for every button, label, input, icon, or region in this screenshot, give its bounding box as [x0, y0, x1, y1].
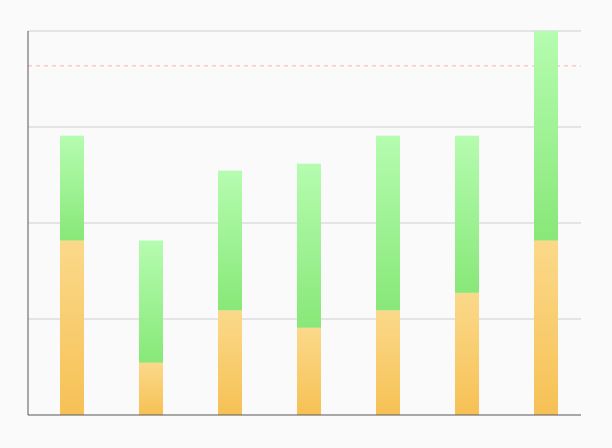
- bar-series2-cat3: [218, 170, 242, 311]
- bar-series2-cat2: [139, 240, 163, 363]
- axes-layer: [27, 31, 581, 416]
- bar-series2-cat7: [534, 31, 558, 241]
- bar-series1-cat3: [218, 310, 242, 415]
- bar-series1-cat2: [139, 362, 163, 415]
- bar-series2-cat4: [297, 163, 321, 328]
- bar-series1-cat7: [534, 240, 558, 415]
- bar-series2-cat5: [376, 135, 400, 311]
- bar-series1-cat5: [376, 310, 400, 415]
- bar-series1-cat6: [455, 292, 479, 415]
- bar-series1-cat4: [297, 327, 321, 415]
- bars-layer: [60, 31, 558, 415]
- bar-series2-cat6: [455, 135, 479, 293]
- bar-series2-cat1: [60, 135, 84, 241]
- bar-series1-cat1: [60, 240, 84, 415]
